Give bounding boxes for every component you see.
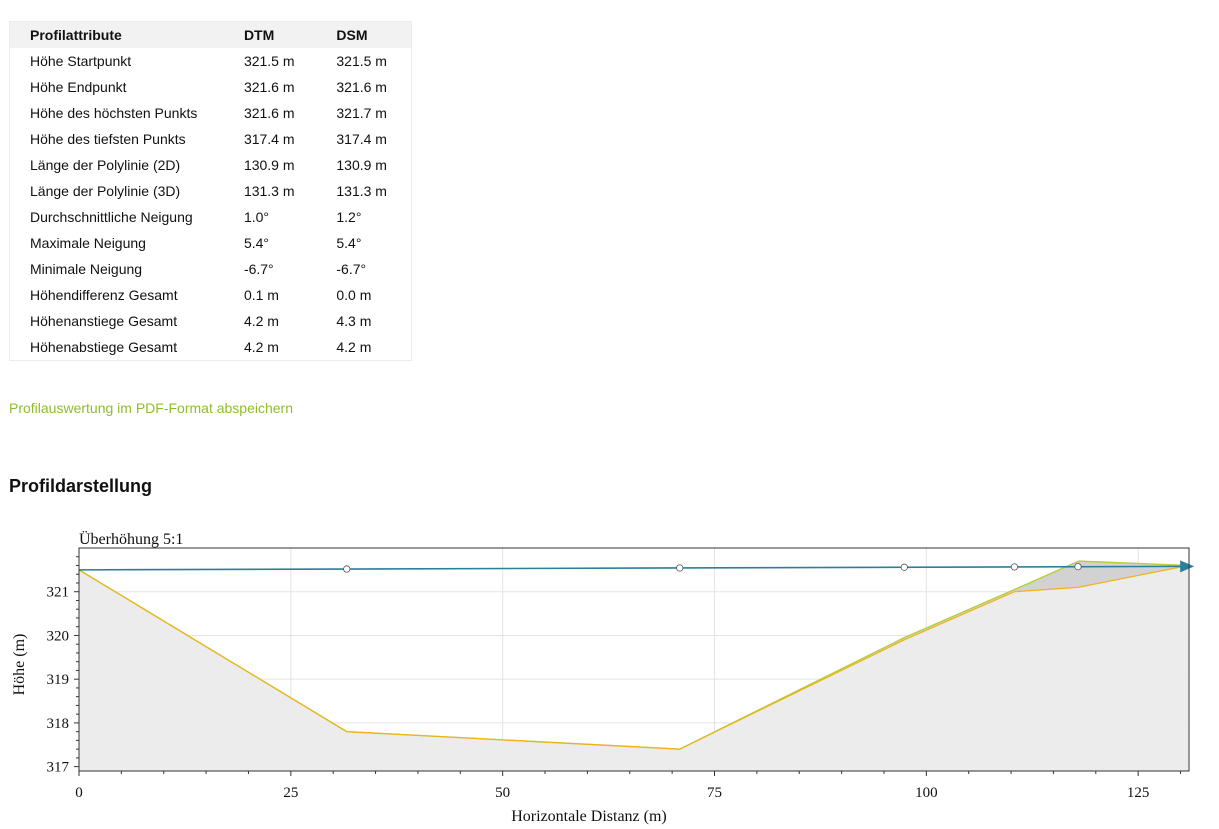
row-label: Höhenanstiege Gesamt <box>30 313 178 329</box>
exaggeration-label: Überhöhung 5:1 <box>79 530 183 548</box>
row-label: Höhe des tiefsten Punkts <box>30 131 186 147</box>
dsm-value: 0.0 m <box>336 287 372 303</box>
dsm-value: 4.3 m <box>336 313 372 329</box>
dtm-value: 130.9 m <box>243 157 295 173</box>
terrain-area <box>79 565 1189 771</box>
dtm-value: 131.3 m <box>243 183 295 199</box>
dtm-value: 4.2 m <box>243 313 279 329</box>
table-row: Höhendifferenz Gesamt 0.1 m 0.0 m <box>10 282 412 308</box>
dsm-area <box>79 561 1189 750</box>
dtm-value: 317.4 m <box>243 131 295 147</box>
dsm-value: 317.4 m <box>336 131 387 147</box>
dtm-line <box>78 564 1189 750</box>
dtm-value: 321.5 m <box>243 53 295 69</box>
dtm-value: 321.6 m <box>243 79 295 95</box>
dtm-value: -6.7° <box>243 261 274 277</box>
profile-attributes-table: Profilattribute DTM DSM Höhe Startpunkt 3… <box>9 21 412 361</box>
table-row: Minimale Neigung -6.7° -6.7° <box>10 256 412 282</box>
y-tick-label: 319 <box>47 672 70 688</box>
table-row: Maximale Neigung 5.4° 5.4° <box>10 230 412 256</box>
y-tick-label: 321 <box>47 585 70 601</box>
table-row: Länge der Polylinie (3D) 131.3 m 131.3 m <box>10 178 412 204</box>
x-tick-label: 125 <box>1127 785 1150 801</box>
row-label: Höhendifferenz Gesamt <box>30 287 178 303</box>
vertex-marker <box>1010 563 1019 571</box>
dsm-value: 130.9 m <box>336 157 387 173</box>
dtm-value: 5.4° <box>243 235 269 251</box>
table-row: Höhenabstiege Gesamt 4.2 m 4.2 m <box>10 334 412 361</box>
row-label: Maximale Neigung <box>30 235 146 251</box>
dsm-value: 321.5 m <box>336 53 387 69</box>
column-header-dtm: DTM <box>243 21 337 48</box>
table-row: Höhe des höchsten Punkts 321.6 m 321.7 m <box>10 100 412 126</box>
x-tick-label: 75 <box>707 785 722 801</box>
x-tick-label: 50 <box>495 785 510 801</box>
dsm-value: 1.2° <box>336 209 362 225</box>
row-label: Höhe des höchsten Punkts <box>30 105 198 121</box>
row-label: Durchschnittliche Neigung <box>30 209 193 225</box>
table-header-row: Profilattribute DTM DSM <box>9 21 412 48</box>
dsm-value: 5.4° <box>336 235 362 251</box>
dtm-value: 1.0° <box>243 209 269 225</box>
dtm-value: 4.2 m <box>243 339 279 355</box>
vertex-marker <box>1074 563 1082 571</box>
section-title: Profildarstellung <box>9 476 153 496</box>
plot-frame <box>78 547 1190 772</box>
dsm-value: 131.3 m <box>336 183 387 199</box>
y-axis-label: Höhe (m) <box>11 634 28 696</box>
vertex-marker <box>676 564 684 572</box>
row-label: Länge der Polylinie (2D) <box>30 157 181 173</box>
row-label: Höhenabstiege Gesamt <box>30 339 178 355</box>
dsm-value: 4.2 m <box>336 339 372 355</box>
table-row: Höhe Startpunkt 321.5 m 321.5 m <box>10 48 412 74</box>
row-label: Länge der Polylinie (3D) <box>30 183 181 199</box>
dsm-value: 321.6 m <box>336 79 387 95</box>
vertex-marker <box>900 563 908 571</box>
y-tick-label: 318 <box>47 716 70 732</box>
row-label: Höhe Endpunkt <box>30 79 127 95</box>
dtm-value: 0.1 m <box>243 287 279 303</box>
x-tick-label: 25 <box>283 785 298 801</box>
profile-chart: 0 25 50 75 100 125 317 318 319 320 321 Horizontale … <box>11 530 1195 825</box>
vertex-marker <box>343 565 351 573</box>
x-axis-label: Horizontale Distanz (m) <box>511 808 667 825</box>
dsm-value: 321.7 m <box>336 105 387 121</box>
save-pdf-link[interactable]: Profilauswertung im PDF-Format abspeiche… <box>9 400 293 416</box>
table-row: Höhe Endpunkt 321.6 m 321.6 m <box>10 74 412 100</box>
dsm-value: -6.7° <box>336 261 367 277</box>
column-header-dsm: DSM <box>336 21 412 48</box>
table-row: Höhe des tiefsten Punkts 317.4 m 317.4 m <box>10 126 412 152</box>
x-tick-label: 100 <box>915 785 938 801</box>
sight-arrow-icon <box>1180 560 1195 573</box>
y-tick-label: 317 <box>47 760 70 776</box>
table-row: Höhenanstiege Gesamt 4.2 m 4.3 m <box>10 308 412 334</box>
dtm-value: 321.6 m <box>243 105 295 121</box>
x-tick-label: 0 <box>75 785 83 801</box>
y-tick-label: 320 <box>47 628 70 644</box>
row-label: Minimale Neigung <box>30 261 143 277</box>
table-row: Länge der Polylinie (2D) 130.9 m 130.9 m <box>10 152 412 178</box>
sight-line <box>78 565 1185 571</box>
column-header-attribute: Profilattribute <box>9 21 244 48</box>
row-label: Höhe Startpunkt <box>30 53 132 69</box>
table-row: Durchschnittliche Neigung 1.0° 1.2° <box>10 204 412 230</box>
